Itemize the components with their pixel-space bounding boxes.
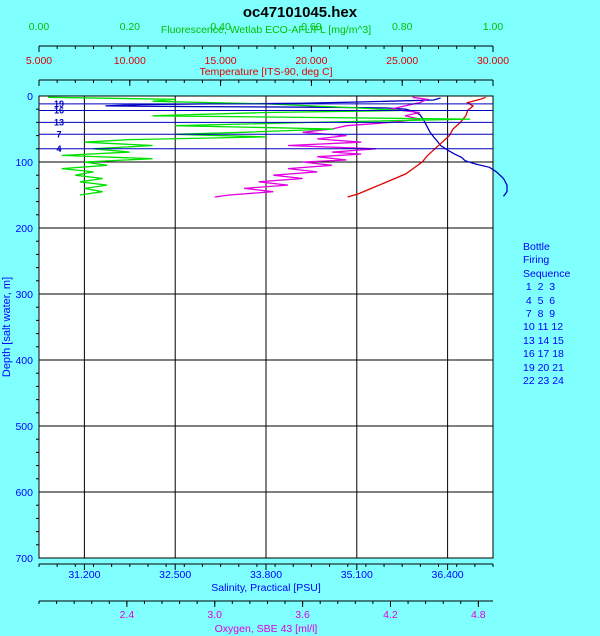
axis-label-temperature: Temperature [ITS-90, deg C] xyxy=(199,66,332,78)
legend-title-line: Sequence xyxy=(523,267,571,280)
legend-row: 16 17 18 xyxy=(523,348,564,361)
tick-label-fluorescence: 0.40 xyxy=(210,21,231,33)
tick-label-temperature: 10.000 xyxy=(114,55,146,67)
tick-label-temperature: 30.000 xyxy=(477,55,509,67)
tick-label-salinity: 31.200 xyxy=(68,569,100,581)
tick-label-fluorescence: 0.20 xyxy=(120,21,141,33)
bottle-marker: 19 xyxy=(54,99,64,109)
bottle-marker: 16 xyxy=(54,106,64,116)
tick-label-temperature: 25.000 xyxy=(386,55,418,67)
legend-row: 7 8 9 xyxy=(523,308,556,321)
tick-label-oxygen: 3.6 xyxy=(295,609,310,621)
y-tick-label: 600 xyxy=(15,487,33,499)
tick-label-salinity: 32.500 xyxy=(159,569,191,581)
axis-label-salinity: Salinity, Practical [PSU] xyxy=(211,582,321,594)
series-line-fluorescence xyxy=(48,96,471,196)
tick-label-salinity: 36.400 xyxy=(432,569,464,581)
y-tick-label: 500 xyxy=(15,421,33,433)
series-line-salinity xyxy=(105,97,508,197)
y-tick-label: 400 xyxy=(15,355,33,367)
tick-label-oxygen: 2.4 xyxy=(120,609,135,621)
tick-label-fluorescence: 0.80 xyxy=(392,21,413,33)
axis-label-oxygen: Oxygen, SBE 43 [ml/l] xyxy=(215,623,318,635)
axes: 0 100 200 300 400 500 600 700 0.00 0.20 0.40 0.60 0.… xyxy=(15,21,509,635)
legend-row: 22 23 24 xyxy=(523,375,564,388)
tick-label-fluorescence: 1.00 xyxy=(483,21,504,33)
legend-row: 13 14 15 xyxy=(523,334,564,347)
legend-title-line: Firing xyxy=(523,254,550,267)
series-line-temperature xyxy=(347,96,486,198)
tick-label-oxygen: 4.8 xyxy=(471,609,486,621)
bottle-firing-legend: Bottle Firing Sequence 1 2 3 4 5 6 7 8 9 10… xyxy=(523,241,570,388)
tick-label-temperature: 15.000 xyxy=(205,55,237,67)
legend-row: 19 20 21 xyxy=(523,361,564,374)
bottle-marker: 4 xyxy=(56,144,61,154)
tick-label-salinity: 35.100 xyxy=(341,569,373,581)
tick-label-fluorescence: 0.60 xyxy=(301,21,322,33)
y-tick-label: 700 xyxy=(15,553,33,565)
axis-label-fluorescence: Fluorescence, Wetlab ECO-AFL/FL [mg/m^3] xyxy=(161,24,371,36)
tick-label-salinity: 33.800 xyxy=(250,569,282,581)
y-tick-label: 0 xyxy=(27,91,33,103)
legend-row: 10 11 12 xyxy=(523,321,564,334)
y-tick-label: 100 xyxy=(15,157,33,169)
tick-label-temperature: 20.000 xyxy=(295,55,327,67)
legend-row: 4 5 6 xyxy=(523,294,556,307)
y-tick-label: 200 xyxy=(15,223,33,235)
bottle-marker: 13 xyxy=(54,117,64,127)
legend-row: 1 2 3 xyxy=(523,281,556,294)
tick-label-temperature: 5.000 xyxy=(26,55,52,67)
y-tick-label: 300 xyxy=(15,289,33,301)
y-axis-label: Depth [salt water, m] xyxy=(1,277,13,377)
legend-title-line: Bottle xyxy=(523,241,550,253)
chart-title: oc47101045.hex xyxy=(243,4,358,21)
tick-label-oxygen: 4.2 xyxy=(383,609,398,621)
bottle-marker: 7 xyxy=(56,129,61,139)
grid-lines xyxy=(39,96,493,558)
tick-label-fluorescence: 0.00 xyxy=(29,21,50,33)
tick-label-oxygen: 3.0 xyxy=(207,609,222,621)
